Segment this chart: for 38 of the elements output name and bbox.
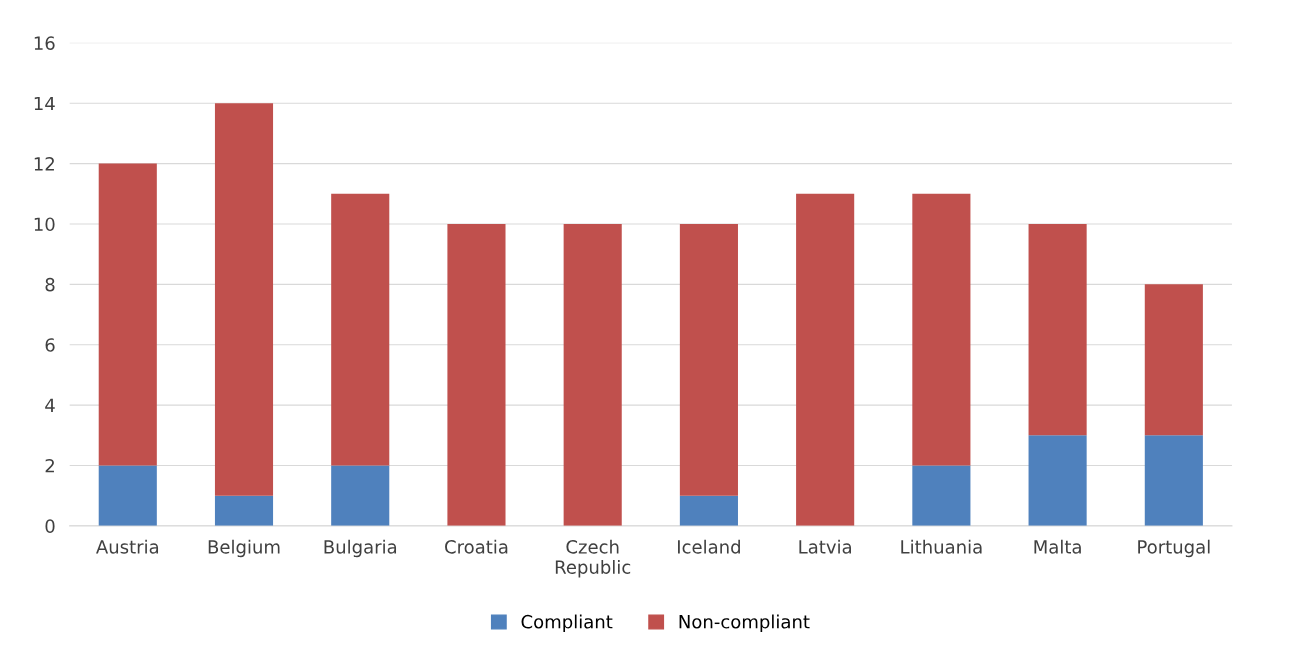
bar xyxy=(98,465,157,526)
bar xyxy=(1028,223,1087,436)
x-tick-label: Latvia xyxy=(799,539,851,554)
y-tick-label: 16 xyxy=(34,36,55,50)
bar xyxy=(679,223,738,496)
y-tick-label: 4 xyxy=(45,398,55,412)
x-tick-label: Iceland xyxy=(678,539,740,554)
bar xyxy=(214,103,274,496)
x-tick-label: Portugal xyxy=(1138,539,1210,558)
y-tick-label: 6 xyxy=(45,338,55,352)
y-tick-label: 12 xyxy=(34,157,54,171)
x-tick-label: Malta xyxy=(1034,539,1081,554)
legend-label: Non-compliant xyxy=(679,614,810,633)
bar xyxy=(98,163,157,466)
bar xyxy=(912,465,971,526)
x-tick-label: Austria xyxy=(96,539,159,554)
bar xyxy=(214,495,274,526)
x-tick-label: Lithuania xyxy=(901,539,982,554)
bar xyxy=(679,495,738,526)
y-tick-label: 10 xyxy=(34,217,55,232)
bar xyxy=(331,193,390,466)
bar xyxy=(447,223,506,526)
x-tick-label: Bulgaria xyxy=(324,539,397,558)
bar xyxy=(563,223,622,526)
bar xyxy=(1144,435,1203,526)
x-tick-label: Czech Republic xyxy=(555,539,631,578)
y-tick-label: 14 xyxy=(34,96,55,111)
legend-label: Compliant xyxy=(521,614,613,633)
bar xyxy=(912,193,971,466)
y-tick-label: 8 xyxy=(45,277,55,292)
y-tick-label: 0 xyxy=(45,519,55,533)
bar xyxy=(1028,435,1087,526)
bar xyxy=(1144,284,1203,436)
bar xyxy=(331,465,390,526)
x-tick-label: Croatia xyxy=(445,539,508,554)
y-tick-label: 2 xyxy=(45,458,54,473)
bar xyxy=(796,193,855,526)
x-tick-label: Belgium xyxy=(208,539,280,558)
